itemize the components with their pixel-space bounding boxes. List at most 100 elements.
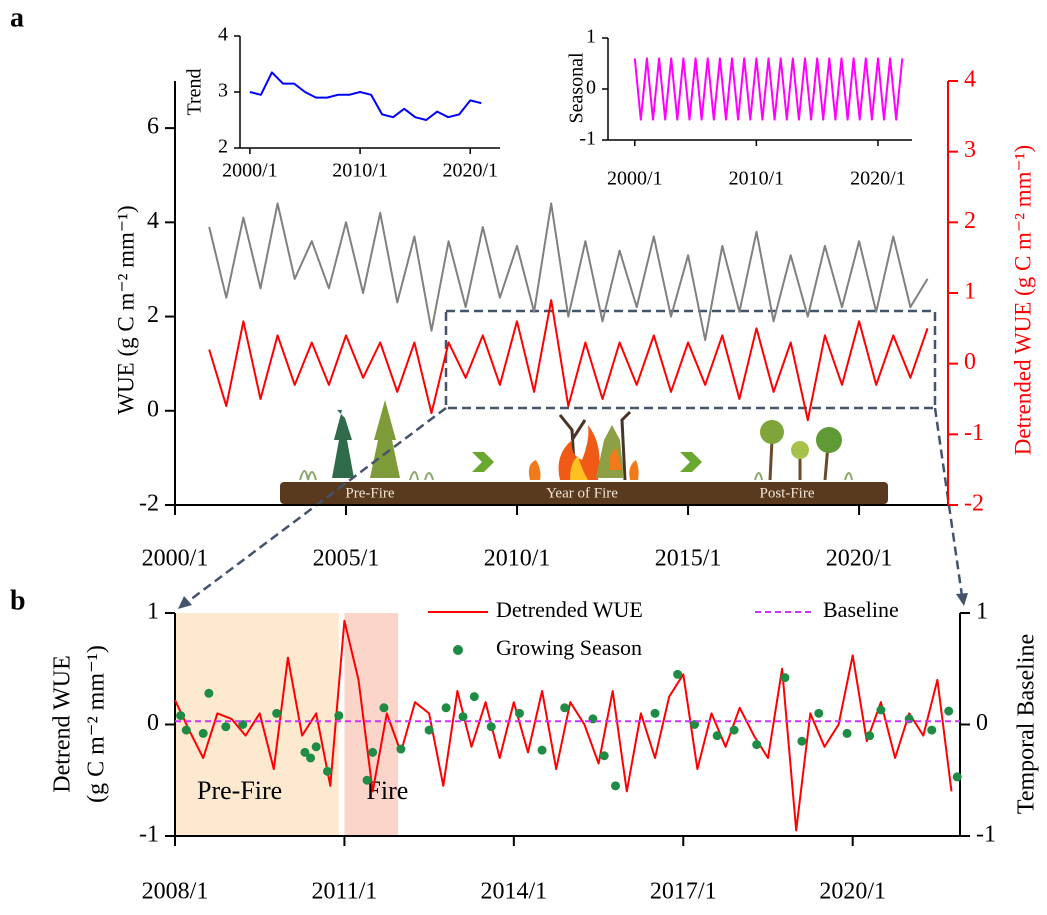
panel-label: b [10,585,26,616]
x-tick-label: 2000/1 [222,160,278,182]
data-point [690,720,700,729]
x-tick-label: 2020/1 [826,546,893,572]
data-point [311,742,321,752]
y2-tick-label: 3 [964,137,976,163]
data-point [537,745,547,755]
data-point [458,712,468,722]
y2-tick-label: -2 [964,491,984,517]
data-point [599,751,609,761]
y-tick-label: 6 [147,114,159,140]
y-tick-label: -2 [139,491,159,517]
legend-label: Detrended WUE [496,597,643,622]
x-tick-label: 2000/1 [607,168,663,190]
y-tick-label: 4 [147,208,159,234]
arrow-head [178,596,192,609]
arrow-head [956,593,968,606]
flame [570,456,588,480]
data-point [181,725,191,735]
data-point [368,747,378,757]
data-point [486,722,496,732]
zoom-box [444,309,937,410]
x-tick-label: 2014/1 [481,879,548,905]
y-tick-label: 4 [218,24,228,46]
chevron [680,452,702,472]
flame [528,448,639,480]
data-point [306,753,316,763]
legend-label: Growing Season [496,635,642,660]
x-tick-label: 2020/1 [819,879,886,905]
legend-label: Baseline [823,597,899,622]
data-point [272,708,282,718]
data-point [712,731,722,741]
data-point [424,725,434,735]
data-point [752,740,762,750]
shaded-region [344,613,399,836]
fire-illustration: Pre-Fire Year of Fire Post-Fire [280,400,888,504]
y2-tick-label: 0 [964,349,976,375]
data-point [221,722,231,732]
y2-tick-label: -1 [964,420,984,446]
stage-label: Post-Fire [759,485,814,501]
x-tick-label: 2020/1 [850,168,906,190]
y-tick-label: 0 [586,77,596,99]
stage-label: Year of Fire [546,485,618,501]
data-point [441,703,451,713]
y2-tick-label: 1 [964,279,976,305]
data-line [633,57,904,121]
data-point [814,708,824,718]
data-point [952,772,962,782]
data-point [362,775,372,785]
shaded-region [175,613,339,836]
data-point [842,728,852,738]
x-tick-label: 2010/1 [484,546,551,572]
x-tick-label: 2005/1 [313,546,380,572]
canopy [816,427,842,453]
data-point [379,703,389,713]
y-tick-label: 0 [147,710,159,736]
x-tick-label: 2011/1 [312,879,378,905]
axis-label: Temporal Baseline [1014,634,1040,814]
data-point [334,711,344,721]
stage-label: Pre-Fire [345,485,394,501]
data-point [650,708,660,718]
x-tick-label: 2020/1 [442,160,498,182]
data-line [208,202,929,342]
axis-label: WUE (g C m⁻² mm⁻¹) [113,205,138,414]
tree [596,425,624,478]
data-point [797,736,807,746]
y-tick-label: 3 [218,80,228,102]
data-point [780,673,790,683]
axis-label: Detrend WUE [50,655,76,793]
axis-label: Trend [184,68,206,115]
y-tick-label: 1 [586,26,596,48]
data-point [729,725,739,735]
ground [280,482,888,504]
y-tick-label: 1 [147,599,159,625]
data-point [396,744,406,754]
data-line [174,619,953,832]
y-tick-label: 0 [147,396,159,422]
data-point [198,728,208,738]
legend-marker [453,645,463,655]
y2-tick-label: 0 [976,710,988,736]
data-point [300,747,310,757]
y-tick-label: 2 [218,136,228,158]
zoom-arrow [933,407,964,597]
canopy [760,420,784,444]
y2-tick-label: -1 [976,822,996,848]
data-point [514,708,524,718]
y2-tick-label: 2 [964,208,976,234]
data-point [560,703,570,713]
tree [370,400,400,478]
grass [299,470,434,481]
data-point [673,669,683,679]
axis-label: Seasonal [566,52,588,124]
x-tick-label: 2015/1 [655,546,722,572]
data-point [176,711,186,721]
y-tick-label: 2 [147,302,159,328]
canopy [791,441,809,459]
data-point [611,781,621,791]
y2-tick-label: 1 [976,599,988,625]
x-tick-label: 2010/1 [729,168,785,190]
